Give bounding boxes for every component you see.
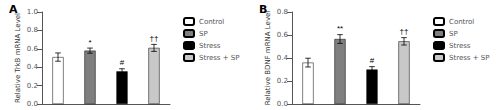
svg-text:††: ††: [400, 27, 409, 36]
svg-text:Stress: Stress: [449, 42, 471, 50]
svg-text:Stress + SP: Stress + SP: [199, 54, 240, 62]
svg-text:0.8: 0.8: [277, 8, 288, 16]
svg-text:B: B: [259, 3, 267, 16]
svg-text:0.0: 0.0: [277, 100, 288, 108]
svg-text:SP: SP: [199, 30, 208, 38]
svg-text:Stress: Stress: [199, 42, 221, 50]
svg-text:0.2: 0.2: [277, 77, 288, 85]
svg-text:0.4: 0.4: [277, 54, 289, 62]
svg-text:Relative TrkB mRNA Level: Relative TrkB mRNA Level: [14, 13, 22, 103]
svg-text:0.6: 0.6: [27, 45, 39, 53]
svg-text:††: ††: [150, 34, 159, 43]
svg-text:0.4: 0.4: [27, 63, 39, 71]
svg-text:1.0: 1.0: [27, 8, 38, 16]
svg-text:Stress + SP: Stress + SP: [449, 54, 490, 62]
svg-text:0.8: 0.8: [27, 26, 38, 34]
svg-text:SP: SP: [449, 30, 458, 38]
svg-text:0.2: 0.2: [27, 82, 38, 90]
svg-text:Control: Control: [199, 18, 224, 26]
svg-text:Control: Control: [449, 18, 474, 26]
svg-text:0.0: 0.0: [27, 100, 38, 108]
svg-text:A: A: [9, 3, 18, 16]
svg-text:#: #: [370, 56, 375, 65]
svg-text:*: *: [88, 38, 91, 47]
svg-text:Relative BDNF mRNA Level: Relative BDNF mRNA Level: [264, 11, 272, 106]
svg-text:**: **: [337, 24, 343, 33]
svg-text:0.6: 0.6: [277, 31, 289, 39]
svg-text:#: #: [120, 58, 125, 67]
